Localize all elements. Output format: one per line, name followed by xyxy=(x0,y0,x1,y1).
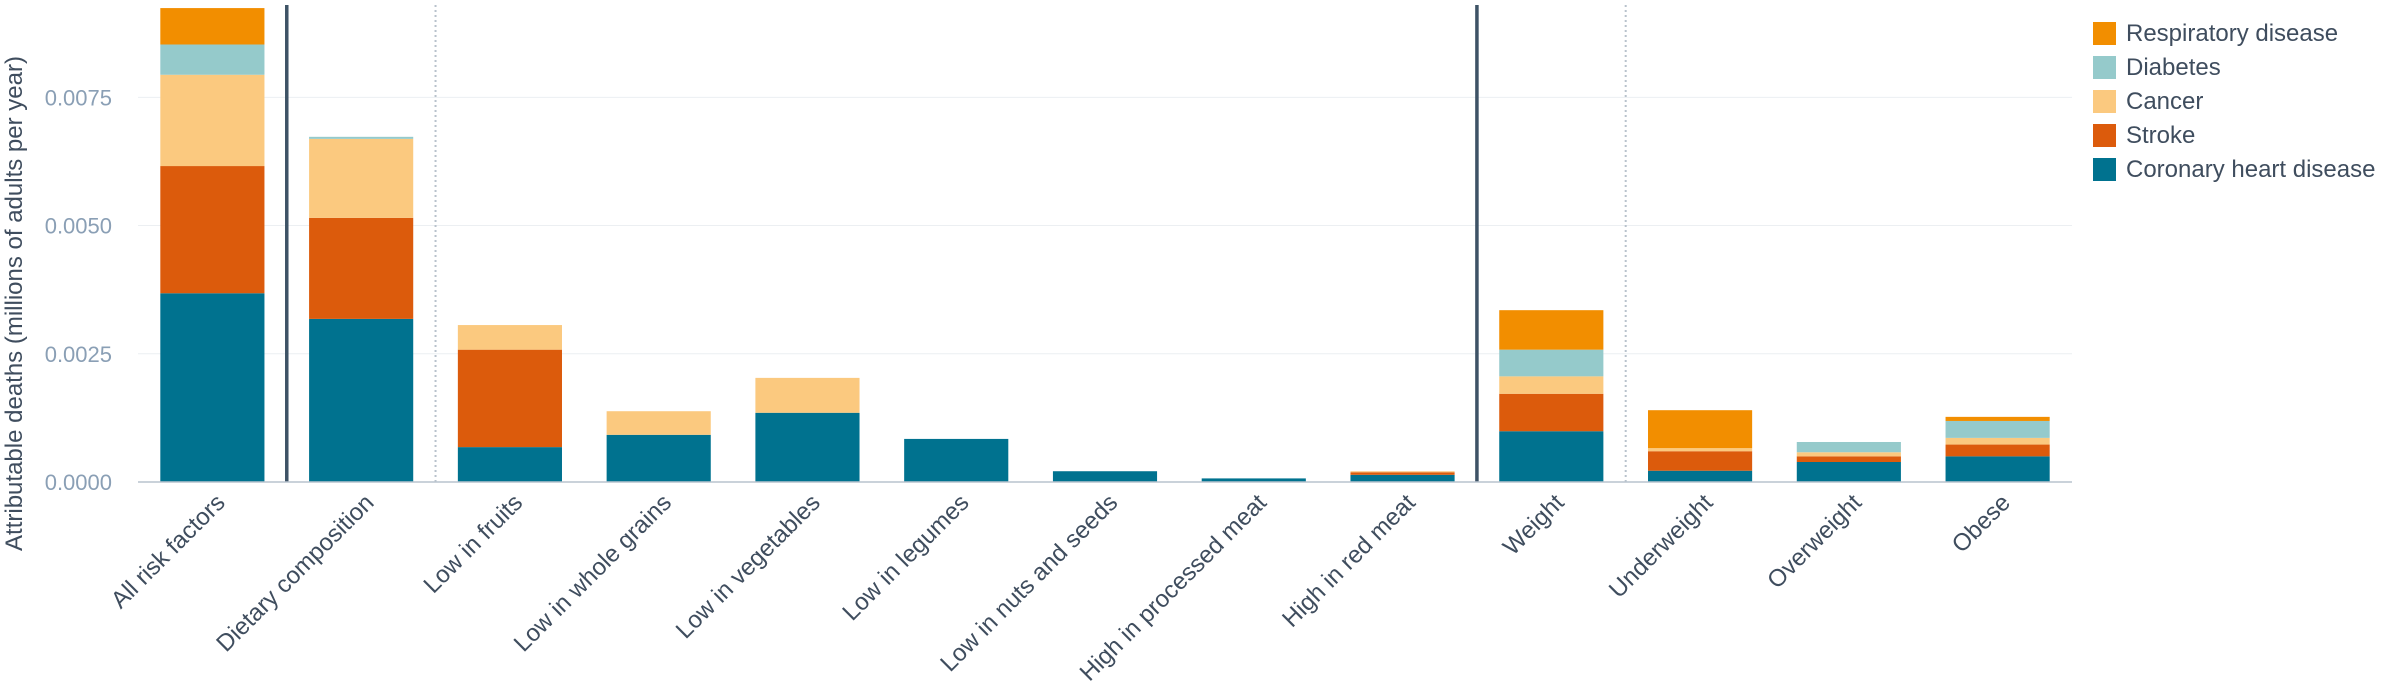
x-tick-label: Low in vegetables xyxy=(671,489,826,644)
bar-segment-coronary-heart-disease xyxy=(1796,461,1901,482)
bar-segment-coronary-heart-disease xyxy=(1201,478,1306,482)
bar-segment-diabetes xyxy=(309,136,414,139)
y-tick-label: 0.0075 xyxy=(45,85,112,110)
bar-segment-diabetes xyxy=(160,44,265,75)
bar-segment-coronary-heart-disease xyxy=(1945,456,2050,482)
bar-segment-stroke xyxy=(1350,472,1455,475)
y-axis-label: Attributable deaths (millions of adults … xyxy=(1,56,28,551)
legend-swatch xyxy=(2093,90,2116,113)
x-tick-label: Obese xyxy=(1947,489,2016,558)
bar-segment-cancer xyxy=(1499,376,1604,394)
legend-label: Diabetes xyxy=(2126,54,2221,81)
bar-segment-cancer xyxy=(755,377,860,413)
legend-label: Respiratory disease xyxy=(2126,20,2338,47)
bar-segment-cancer xyxy=(160,74,265,167)
legend-item-respiratory-disease[interactable]: Respiratory disease xyxy=(2093,20,2338,47)
x-tick-label: Underweight xyxy=(1604,489,1719,604)
x-tick-label: Low in whole grains xyxy=(509,489,677,657)
bar-segment-cancer xyxy=(1945,437,2050,445)
bars xyxy=(160,8,2050,482)
legend-swatch xyxy=(2093,56,2116,79)
x-tick-label: High in red meat xyxy=(1277,489,1421,633)
legend-label: Stroke xyxy=(2126,122,2195,149)
y-tick-label: 0.0050 xyxy=(45,214,112,239)
bar-segment-respiratory-disease xyxy=(160,8,265,45)
legend-label: Coronary heart disease xyxy=(2126,156,2375,183)
legend-swatch xyxy=(2093,22,2116,45)
legend-item-diabetes[interactable]: Diabetes xyxy=(2093,54,2221,81)
bar-segment-coronary-heart-disease xyxy=(1350,474,1455,482)
bar-segment-stroke xyxy=(1945,444,2050,457)
bar-segment-respiratory-disease xyxy=(1945,416,2050,421)
bar-segment-coronary-heart-disease xyxy=(1648,470,1753,482)
legend-swatch xyxy=(2093,124,2116,147)
bar-segment-cancer xyxy=(1350,471,1455,473)
bar-segment-respiratory-disease xyxy=(1648,410,1753,449)
x-tick-label: Dietary composition xyxy=(211,489,379,657)
bar-segment-diabetes xyxy=(1499,349,1604,377)
bar-segment-coronary-heart-disease xyxy=(606,434,711,482)
bar-segment-coronary-heart-disease xyxy=(904,438,1009,482)
bar-segment-coronary-heart-disease xyxy=(160,293,265,482)
bar-segment-stroke xyxy=(160,166,265,294)
legend-swatch xyxy=(2093,158,2116,181)
bar-segment-coronary-heart-disease xyxy=(1052,471,1158,482)
bar-segment-stroke xyxy=(1499,393,1604,432)
grid-lines xyxy=(138,96,2072,483)
bar-segment-coronary-heart-disease xyxy=(755,412,860,482)
x-tick-label: All risk factors xyxy=(106,489,231,614)
legend-item-coronary-heart-disease[interactable]: Coronary heart disease xyxy=(2093,156,2375,183)
bar-segment-cancer xyxy=(1648,448,1753,452)
y-tick-label: 0.0025 xyxy=(45,342,112,367)
bar-segment-stroke xyxy=(1796,456,1901,462)
bar-segment-stroke xyxy=(1648,451,1753,471)
bar-segment-cancer xyxy=(1796,452,1901,457)
x-tick-label: Overweight xyxy=(1762,489,1867,594)
legend: Respiratory disease Diabetes Cancer Stroke C… xyxy=(2093,20,2375,183)
bar-segment-stroke xyxy=(457,349,562,448)
x-tick-label: Weight xyxy=(1498,489,1570,561)
bar-segment-cancer xyxy=(309,138,414,218)
bar-segment-coronary-heart-disease xyxy=(1499,431,1604,482)
bar-segment-respiratory-disease xyxy=(1499,310,1604,350)
bar-segment-coronary-heart-disease xyxy=(457,447,562,482)
legend-label: Cancer xyxy=(2126,88,2203,115)
group-separators xyxy=(285,5,1627,482)
bar-segment-stroke xyxy=(309,217,414,319)
legend-item-cancer[interactable]: Cancer xyxy=(2093,88,2203,115)
x-tick-label: Low in legumes xyxy=(837,489,974,626)
bar-segment-cancer xyxy=(606,411,711,435)
bar-segment-cancer xyxy=(457,325,562,350)
bar-segment-diabetes xyxy=(1945,420,2050,438)
x-tick-label: Low in fruits xyxy=(419,489,529,599)
legend-item-stroke[interactable]: Stroke xyxy=(2093,122,2195,149)
y-tick-label: 0.0000 xyxy=(45,470,112,495)
bar-segment-diabetes xyxy=(1796,441,1901,453)
bar-segment-coronary-heart-disease xyxy=(309,318,414,482)
